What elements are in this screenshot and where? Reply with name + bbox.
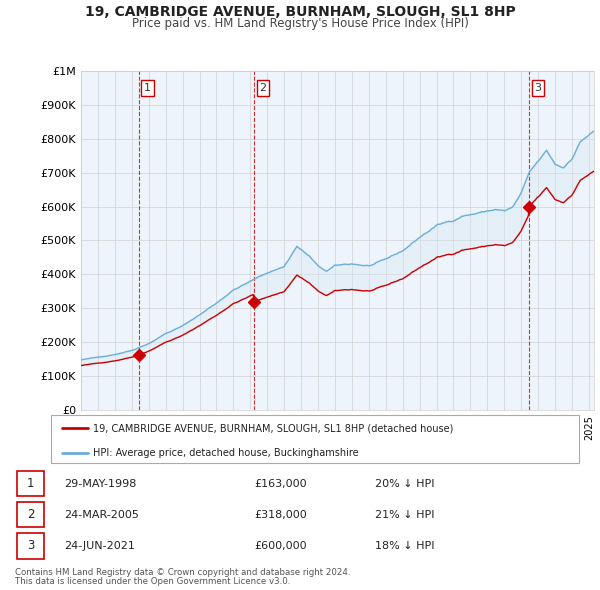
Text: 1: 1: [144, 83, 151, 93]
Text: 2: 2: [259, 83, 266, 93]
Text: This data is licensed under the Open Government Licence v3.0.: This data is licensed under the Open Gov…: [15, 577, 290, 586]
Text: £600,000: £600,000: [254, 541, 307, 551]
Text: 3: 3: [27, 539, 34, 552]
Text: 20% ↓ HPI: 20% ↓ HPI: [375, 478, 434, 489]
Text: 24-JUN-2021: 24-JUN-2021: [64, 541, 135, 551]
Text: 18% ↓ HPI: 18% ↓ HPI: [375, 541, 434, 551]
Text: 3: 3: [535, 83, 541, 93]
Text: 19, CAMBRIDGE AVENUE, BURNHAM, SLOUGH, SL1 8HP (detached house): 19, CAMBRIDGE AVENUE, BURNHAM, SLOUGH, S…: [93, 423, 454, 433]
Text: 2: 2: [26, 508, 34, 522]
Bar: [17, 502, 44, 527]
Text: HPI: Average price, detached house, Buckinghamshire: HPI: Average price, detached house, Buck…: [93, 447, 359, 457]
Text: Price paid vs. HM Land Registry's House Price Index (HPI): Price paid vs. HM Land Registry's House …: [131, 17, 469, 30]
Bar: [17, 471, 44, 496]
Text: £318,000: £318,000: [254, 510, 307, 520]
Text: 24-MAR-2005: 24-MAR-2005: [64, 510, 139, 520]
Text: 19, CAMBRIDGE AVENUE, BURNHAM, SLOUGH, SL1 8HP: 19, CAMBRIDGE AVENUE, BURNHAM, SLOUGH, S…: [85, 5, 515, 19]
Text: 21% ↓ HPI: 21% ↓ HPI: [375, 510, 434, 520]
Text: 1: 1: [26, 477, 34, 490]
Text: Contains HM Land Registry data © Crown copyright and database right 2024.: Contains HM Land Registry data © Crown c…: [15, 568, 350, 576]
Text: 29-MAY-1998: 29-MAY-1998: [64, 478, 136, 489]
Bar: [17, 533, 44, 559]
Text: £163,000: £163,000: [254, 478, 307, 489]
